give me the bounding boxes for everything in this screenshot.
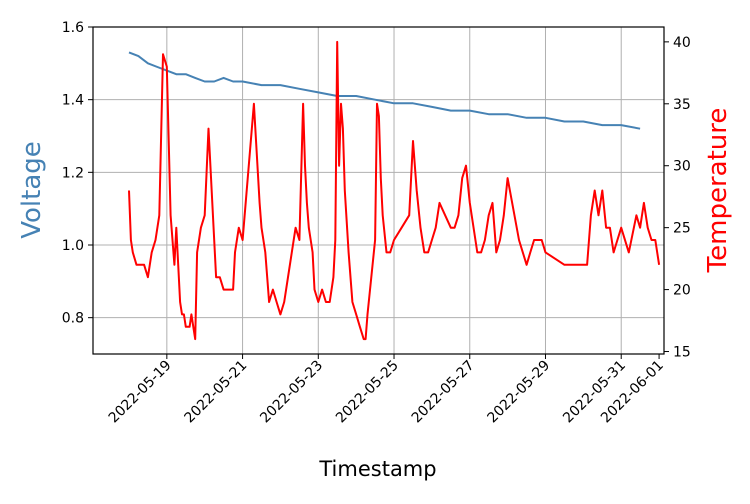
x-tick-label: 2022-05-27 — [409, 358, 478, 427]
x-tick-label: 2022-05-29 — [484, 358, 553, 427]
right-tick-label: 25 — [673, 221, 691, 237]
x-tick-label: 2022-05-21 — [182, 358, 251, 427]
left-tick-label: 1.6 — [62, 20, 84, 36]
left-tick-label: 0.8 — [62, 311, 84, 327]
right-tick-label: 40 — [673, 35, 691, 51]
series-layer — [128, 40, 661, 341]
right-axis-ticks: 15 20 25 30 35 40 — [664, 35, 691, 361]
x-axis-label: Timestamp — [318, 457, 436, 481]
right-tick-label: 30 — [673, 159, 691, 175]
grid-layer — [93, 26, 664, 354]
plot-frame — [92, 26, 665, 355]
x-tick-label: 2022-05-19 — [106, 358, 175, 427]
right-tick-label: 15 — [673, 345, 691, 361]
left-axis-ticks: 0.8 1.0 1.2 1.4 1.6 — [62, 20, 93, 327]
voltage-series-line — [128, 51, 641, 130]
x-axis-ticks: 2022-05-19 2022-05-21 2022-05-23 2022-05-25… — [106, 354, 667, 426]
left-tick-label: 1.2 — [62, 165, 84, 181]
left-tick-label: 1.0 — [62, 238, 84, 254]
left-tick-label: 1.4 — [62, 93, 84, 109]
right-tick-label: 35 — [673, 97, 691, 113]
left-axis-label: Voltage — [17, 141, 47, 239]
x-tick-label: 2022-05-25 — [333, 358, 402, 427]
right-axis-label: Temperature — [703, 108, 733, 274]
right-tick-label: 20 — [673, 283, 691, 299]
temperature-series-line — [128, 40, 661, 341]
x-tick-label: 2022-05-23 — [257, 358, 326, 427]
